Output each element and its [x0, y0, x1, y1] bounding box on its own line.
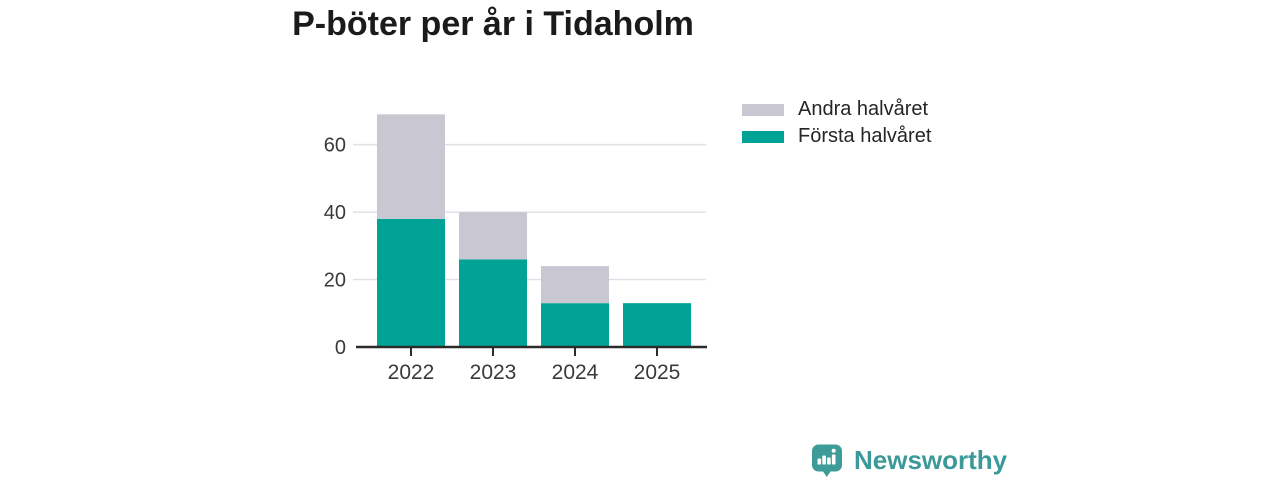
legend-swatch	[742, 130, 784, 143]
legend-swatch	[742, 103, 784, 116]
newsworthy-chart-bubble-icon	[812, 444, 842, 477]
bar-2023-andra	[459, 212, 527, 260]
chart-title: P-böter per år i Tidaholm	[292, 5, 694, 43]
x-tick-label-2023: 2023	[470, 361, 517, 384]
legend-item: Första halvåret	[742, 123, 931, 150]
y-tick-label-40: 40	[324, 202, 346, 224]
y-tick-label-60: 60	[324, 135, 346, 157]
newsworthy-logo: Newsworthy	[809, 442, 1007, 478]
bar-2022-andra	[377, 114, 445, 219]
legend-item: Andra halvåret	[742, 96, 931, 123]
legend-label: Andra halvåret	[798, 98, 929, 120]
bar-2022-första	[377, 218, 445, 347]
legend: Andra halvåret Första halvåret	[742, 96, 931, 150]
bar-2025-första	[623, 303, 691, 347]
legend-label: Första halvåret	[798, 125, 932, 147]
y-tick-label-0: 0	[335, 337, 346, 359]
bar-2024-andra	[541, 266, 609, 304]
x-tick-label-2022: 2022	[388, 361, 435, 384]
newsworthy-wordmark: Newsworthy	[854, 444, 1008, 475]
x-tick-label-2024: 2024	[552, 361, 599, 384]
y-tick-label-20: 20	[324, 270, 346, 292]
bar-2024-första	[541, 303, 609, 347]
bar-2023-första	[459, 259, 527, 347]
x-tick-label-2025: 2025	[634, 361, 681, 384]
